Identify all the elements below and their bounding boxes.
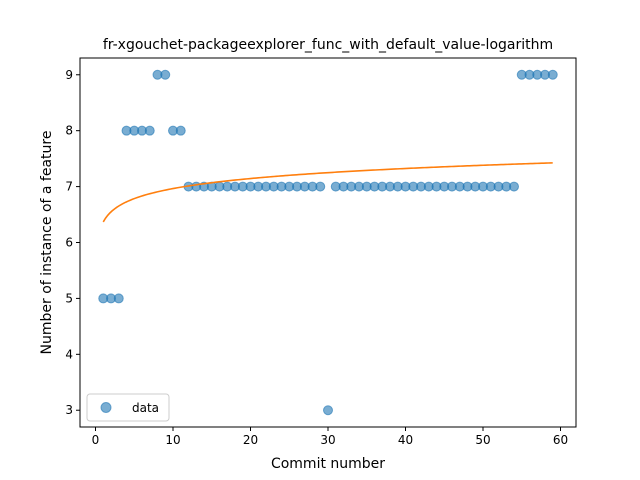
series-layer <box>98 69 558 416</box>
x-tick-label: 60 <box>553 433 568 447</box>
plot-area: 0 10 20 30 40 50 60 3 4 5 6 7 8 9 <box>65 57 577 447</box>
y-axis-label: Number of instance of a feature <box>39 131 55 355</box>
trend-line <box>102 162 553 223</box>
data-point <box>547 69 558 80</box>
data-point <box>323 405 333 416</box>
x-tick-label: 30 <box>320 433 335 447</box>
chart-title: fr-xgouchet-packageexplorer_func_with_de… <box>103 37 553 53</box>
x-tick-label: 0 <box>92 433 100 447</box>
x-axis-label: Commit number <box>271 456 385 472</box>
y-tick-label: 7 <box>65 180 73 194</box>
data-point <box>113 293 124 304</box>
y-tick-label: 9 <box>65 68 73 82</box>
y-tick-label: 4 <box>65 347 73 361</box>
x-tick-label: 10 <box>165 433 180 447</box>
legend-label-data: data <box>132 401 159 415</box>
data-point <box>160 69 171 80</box>
legend-marker-data <box>100 402 112 413</box>
data-point <box>509 181 519 192</box>
x-tick-label: 50 <box>475 433 490 447</box>
x-tick-label: 40 <box>398 433 413 447</box>
y-tick-label: 3 <box>65 403 73 417</box>
legend: data <box>86 393 170 422</box>
axes-frame <box>79 57 577 428</box>
y-tick-label: 6 <box>65 236 73 250</box>
y-tick-label: 8 <box>65 124 73 138</box>
x-tick-label: 20 <box>243 433 258 447</box>
ticks-layer: 0 10 20 30 40 50 60 3 4 5 6 7 8 9 <box>65 68 568 447</box>
data-point <box>144 125 155 136</box>
data-point <box>175 125 186 136</box>
y-tick-label: 5 <box>65 291 73 305</box>
legend-box <box>86 393 170 422</box>
data-point <box>315 181 326 192</box>
